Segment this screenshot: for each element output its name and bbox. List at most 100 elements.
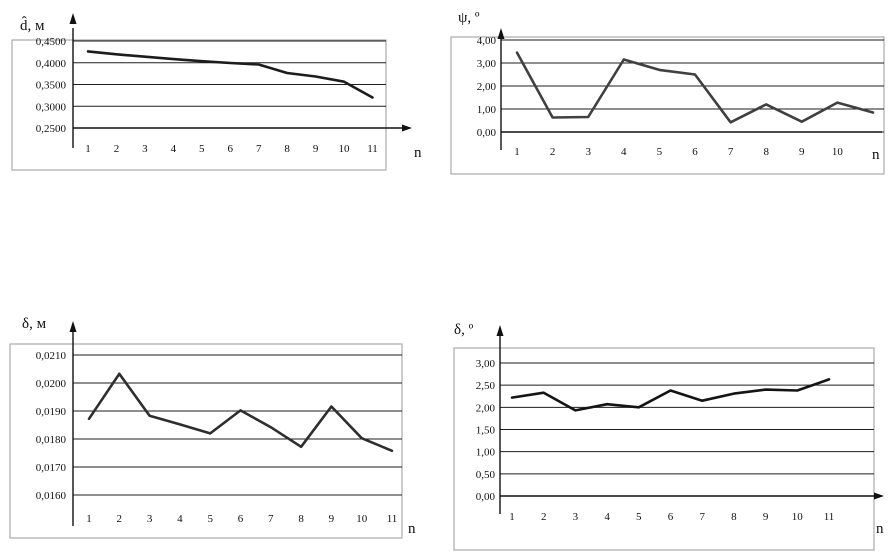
x-tick-label: 5 bbox=[199, 143, 205, 155]
x-tick-label: 1 bbox=[514, 146, 520, 158]
series-line bbox=[87, 372, 394, 453]
y-tick-label: 0,0180 bbox=[36, 434, 67, 446]
y-tick-label: 0,0210 bbox=[36, 350, 67, 362]
x-tick-label: 1 bbox=[86, 513, 92, 525]
y-axis-arrow bbox=[496, 325, 504, 336]
series-line bbox=[86, 50, 374, 99]
chart-frame bbox=[11, 39, 387, 171]
x-tick-label: 7 bbox=[699, 511, 705, 523]
x-tick-label: 5 bbox=[636, 511, 642, 523]
y-tick-label: 2,50 bbox=[476, 380, 496, 392]
y-tick-label: 0,50 bbox=[476, 469, 496, 481]
x-tick-label: 3 bbox=[573, 511, 579, 523]
x-tick-labels: 1 2 3 4 5 6 7 8 9 10 bbox=[514, 146, 843, 158]
y-tick-labels: 0,00 1,00 2,00 3,00 4,00 bbox=[477, 35, 497, 139]
x-axis-label: n bbox=[876, 521, 884, 537]
y-tick-label: 1,00 bbox=[476, 447, 496, 459]
y-axis-arrow bbox=[497, 28, 505, 39]
y-tick-label: 0,00 bbox=[477, 127, 497, 139]
x-tick-label: 4 bbox=[171, 143, 177, 155]
chart-frame bbox=[453, 347, 875, 551]
x-tick-label: 3 bbox=[142, 143, 148, 155]
x-axis-label: n bbox=[408, 521, 416, 537]
y-tick-label: 4,00 bbox=[477, 35, 497, 47]
x-tick-label: 7 bbox=[728, 146, 734, 158]
y-tick-label: 2,00 bbox=[477, 81, 497, 93]
y-tick-labels: 0,2500 0,3000 0,3500 0,4000 0,4500 bbox=[36, 36, 67, 135]
x-tick-label: 8 bbox=[731, 511, 737, 523]
y-tick-label: 0,0160 bbox=[36, 490, 67, 502]
x-tick-label: 6 bbox=[668, 511, 674, 523]
x-tick-label: 8 bbox=[284, 143, 290, 155]
chart-psi-angle: 0,00 1,00 2,00 3,00 4,00 1 2 3 4 5 6 7 8 9 10 ψ, º n bbox=[450, 10, 885, 175]
y-tick-label: 1,00 bbox=[477, 104, 497, 116]
x-tick-label: 2 bbox=[114, 143, 120, 155]
y-tick-labels: 0,0160 0,0170 0,0180 0,0190 0,0200 0,0210 bbox=[36, 350, 67, 502]
x-tick-labels: 1 2 3 4 5 6 7 8 9 10 11 bbox=[85, 143, 378, 155]
x-tick-label: 6 bbox=[692, 146, 698, 158]
x-tick-label: 8 bbox=[298, 513, 304, 525]
y-tick-label: 3,00 bbox=[477, 58, 497, 70]
y-tick-label: 0,0190 bbox=[36, 406, 67, 418]
x-tick-label: 10 bbox=[832, 146, 844, 158]
x-tick-label: 10 bbox=[339, 143, 351, 155]
y-tick-label: 0,4000 bbox=[36, 58, 67, 70]
y-tick-label: 0,3000 bbox=[36, 101, 67, 113]
x-axis-arrow bbox=[402, 124, 412, 132]
x-tick-label: 2 bbox=[541, 511, 547, 523]
x-tick-label: 9 bbox=[313, 143, 319, 155]
y-tick-label: 2,00 bbox=[476, 402, 496, 414]
x-tick-label: 3 bbox=[147, 513, 153, 525]
x-tick-label: 8 bbox=[763, 146, 769, 158]
chart-diameter: 0,2500 0,3000 0,3500 0,4000 0,4500 1 2 3 4 5 6 7 8 9… bbox=[11, 13, 422, 171]
x-tick-label: 3 bbox=[585, 146, 591, 158]
x-tick-label: 9 bbox=[763, 511, 769, 523]
x-tick-label: 2 bbox=[550, 146, 556, 158]
x-tick-label: 6 bbox=[238, 513, 244, 525]
chart-frame bbox=[450, 36, 885, 175]
x-tick-label: 4 bbox=[621, 146, 627, 158]
x-tick-labels: 1 2 3 4 5 6 7 8 9 10 11 bbox=[509, 511, 834, 523]
y-axis-label: ψ, º bbox=[458, 10, 480, 26]
x-tick-label: 7 bbox=[268, 513, 274, 525]
x-tick-label: 10 bbox=[356, 513, 368, 525]
x-tick-label: 11 bbox=[824, 511, 835, 523]
chart-delta-m: 0,0160 0,0170 0,0180 0,0190 0,0200 0,0210 1 2 3… bbox=[9, 316, 416, 539]
x-tick-label: 4 bbox=[177, 513, 183, 525]
y-axis-arrow bbox=[69, 321, 77, 332]
y-tick-label: 0,4500 bbox=[36, 36, 67, 48]
x-tick-label: 1 bbox=[85, 143, 91, 155]
x-axis-label: n bbox=[872, 147, 880, 163]
x-tick-label: 6 bbox=[228, 143, 234, 155]
x-tick-label: 9 bbox=[329, 513, 335, 525]
x-tick-label: 11 bbox=[387, 513, 398, 525]
chart-frame bbox=[9, 343, 403, 539]
x-tick-label: 2 bbox=[117, 513, 123, 525]
x-axis-label: n bbox=[414, 145, 422, 161]
x-tick-label: 11 bbox=[367, 143, 378, 155]
y-tick-label: 0,0200 bbox=[36, 378, 67, 390]
x-tick-label: 10 bbox=[792, 511, 804, 523]
y-axis-label: d̂, м bbox=[20, 16, 45, 34]
x-tick-label: 1 bbox=[509, 511, 515, 523]
y-tick-label: 1,50 bbox=[476, 425, 496, 437]
y-tick-label: 0,0170 bbox=[36, 462, 67, 474]
x-tick-label: 4 bbox=[604, 511, 610, 523]
x-tick-label: 5 bbox=[207, 513, 213, 525]
y-tick-label: 3,00 bbox=[476, 358, 496, 370]
x-axis-arrow bbox=[874, 492, 884, 500]
y-tick-label: 0,3500 bbox=[36, 80, 67, 92]
gridlines bbox=[73, 354, 402, 496]
y-axis-label: δ, º bbox=[454, 322, 474, 338]
y-axis-arrow bbox=[69, 13, 77, 24]
series-line bbox=[515, 51, 875, 124]
y-tick-labels: 0,00 0,50 1,00 1,50 2,00 2,50 3,00 bbox=[476, 358, 496, 503]
x-tick-label: 9 bbox=[799, 146, 805, 158]
x-tick-label: 5 bbox=[657, 146, 663, 158]
x-tick-label: 7 bbox=[256, 143, 262, 155]
chart-delta-angle: 0,00 0,50 1,00 1,50 2,00 2,50 3,00 1 2 3 4 5 6 7 8 9 10… bbox=[453, 322, 884, 551]
x-tick-labels: 1 2 3 4 5 6 7 8 9 10 11 bbox=[86, 513, 397, 525]
y-tick-label: 0,2500 bbox=[36, 123, 67, 135]
y-tick-label: 0,00 bbox=[476, 491, 496, 503]
y-axis-label: δ, м bbox=[22, 316, 47, 332]
